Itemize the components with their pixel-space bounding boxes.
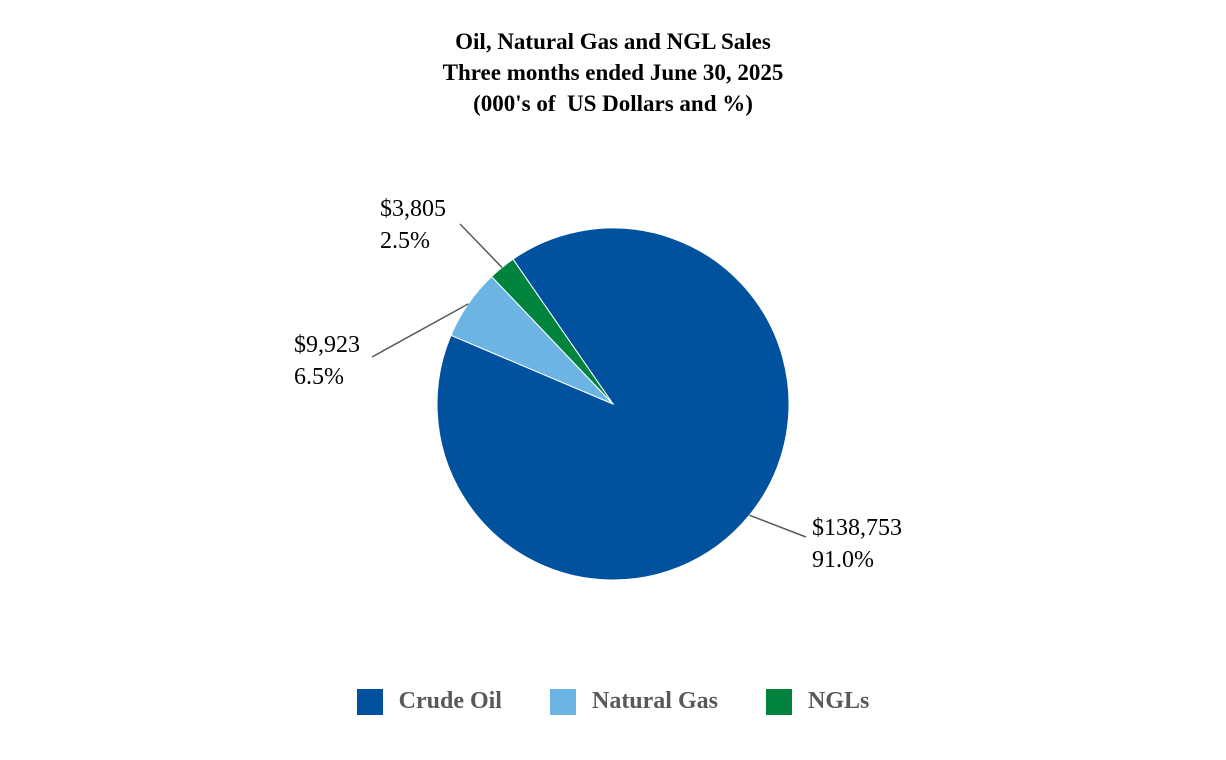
- percent-label-ngls: 2.5%: [380, 228, 430, 254]
- legend-label-ngls: NGLs: [807, 688, 870, 714]
- value-label-crude-oil: $138,753: [812, 515, 902, 541]
- legend-item-ngls: NGLs: [765, 688, 870, 715]
- legend: Crude Oil Natural Gas NGLs: [0, 688, 1226, 715]
- chart-unit-line: (000's of US Dollars and %): [473, 91, 753, 116]
- legend-item-natural-gas: Natural Gas: [549, 688, 718, 715]
- legend-swatch-natural-gas: [549, 688, 576, 715]
- leader-line-ngls: [459, 223, 503, 268]
- leader-line-crude-oil: [749, 514, 807, 538]
- legend-swatch-ngls: [765, 688, 792, 715]
- chart-subtitle: Three months ended June 30, 2025: [442, 60, 784, 85]
- chart-title: Oil, Natural Gas and NGL Sales: [455, 29, 771, 54]
- legend-label-crude-oil: Crude Oil: [398, 688, 502, 714]
- legend-label-natural-gas: Natural Gas: [591, 688, 718, 714]
- legend-swatch-crude-oil: [356, 688, 383, 715]
- legend-item-crude-oil: Crude Oil: [356, 688, 502, 715]
- value-label-natural-gas: $9,923: [294, 332, 360, 358]
- leader-lines: [371, 223, 807, 538]
- chart-title-block: Oil, Natural Gas and NGL Sales Three mon…: [0, 26, 1226, 119]
- pie-slices: [436, 227, 790, 581]
- slice-labels: $138,753 91.0% $9,923 6.5% $3,805 2.5%: [294, 196, 902, 573]
- percent-label-natural-gas: 6.5%: [294, 364, 344, 390]
- leader-line-natural-gas: [371, 303, 469, 358]
- value-label-ngls: $3,805: [380, 196, 446, 222]
- percent-label-crude-oil: 91.0%: [812, 547, 874, 573]
